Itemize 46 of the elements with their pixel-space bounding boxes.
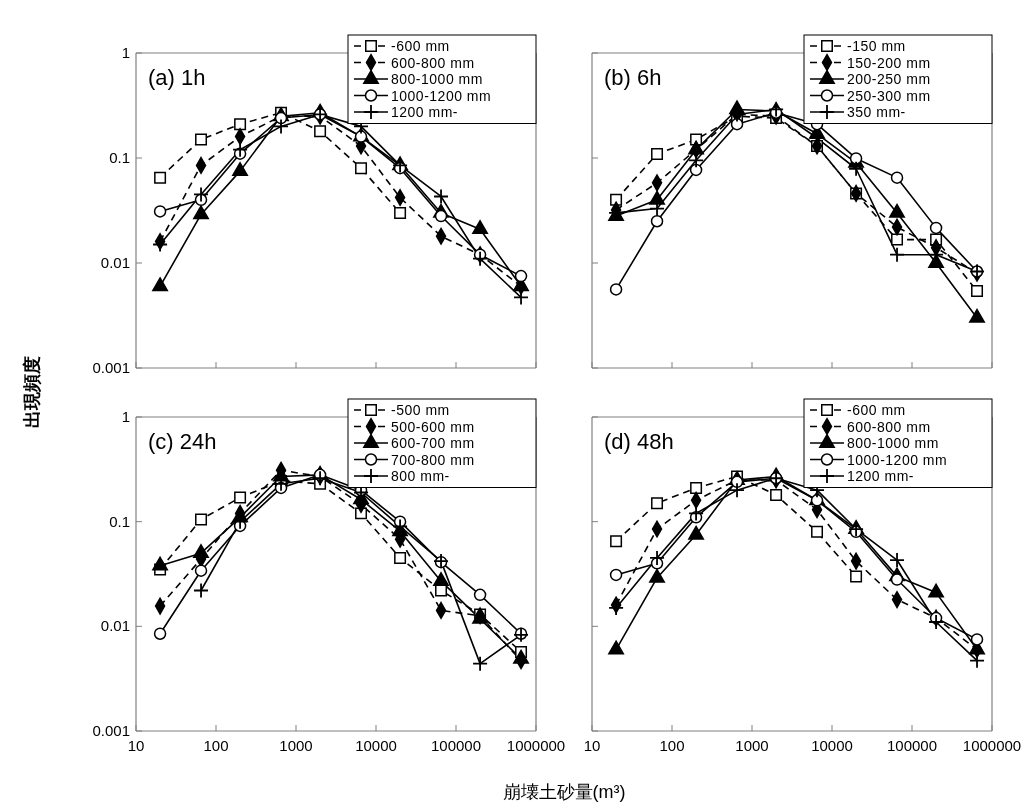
legend-label: -150 mm [847, 38, 906, 54]
legend-label: 250-300 mm [847, 87, 931, 104]
legend-label: -500 mm [391, 402, 450, 418]
legend-label: 800 mm- [391, 468, 450, 484]
y-tick-label: 0.01 [100, 617, 130, 635]
legend-label: 200-250 mm [847, 71, 931, 87]
legend-label: 1200 mm- [391, 104, 459, 120]
x-tick-label: 100000 [886, 737, 938, 754]
legend-label: 150-200 mm [847, 54, 931, 71]
x-tick-label: 10000 [355, 737, 397, 754]
y-tick-label: 0.01 [100, 254, 130, 271]
x-axis-title: 崩壊土砂量(m³) [502, 782, 626, 802]
text: (a) 1h [148, 65, 206, 90]
x-tick-label: 1000000 [506, 737, 566, 754]
y-axis-title: 出現頻度 [22, 356, 42, 428]
y-tick-label: 0.001 [92, 722, 130, 739]
y-tick-label: 0.1 [109, 512, 130, 530]
x-tick-label: 100000 [430, 737, 482, 754]
x-tick-label: 100 [203, 737, 229, 754]
x-tick-label: 1000000 [962, 737, 1022, 754]
y-tick-label: 1 [121, 44, 130, 61]
legend-label: 600-800 mm [847, 418, 931, 435]
text: (d) 48h [604, 429, 674, 454]
legend-label: 700-800 mm [391, 451, 475, 468]
x-tick-label: 10000 [811, 737, 853, 754]
legend-label: 600-800 mm [391, 54, 475, 71]
legend-label: 500-600 mm [391, 418, 475, 435]
y-tick-label: 0.1 [109, 149, 130, 166]
x-tick-label: 1000 [735, 737, 769, 754]
x-tick-label: 1000 [279, 737, 313, 754]
text: (c) 24h [148, 429, 217, 454]
x-tick-label: 10 [583, 737, 601, 754]
x-tick-label: 10 [127, 737, 145, 754]
legend-label: 1000-1200 mm [391, 87, 492, 104]
legend-label: 600-700 mm [391, 435, 475, 451]
legend-label: 800-1000 mm [847, 435, 939, 451]
y-tick-label: 0.001 [92, 359, 130, 376]
legend-label: -600 mm [391, 38, 450, 54]
legend-label: 350 mm- [847, 104, 906, 120]
y-tick-label: 1 [121, 408, 130, 425]
legend-label: 800-1000 mm [391, 71, 483, 87]
legend-label: 1000-1200 mm [847, 451, 948, 468]
legend-label: 1200 mm- [847, 468, 915, 484]
x-tick-label: 100 [659, 737, 685, 754]
text: (b) 6h [604, 65, 662, 90]
legend-label: -600 mm [847, 402, 906, 418]
